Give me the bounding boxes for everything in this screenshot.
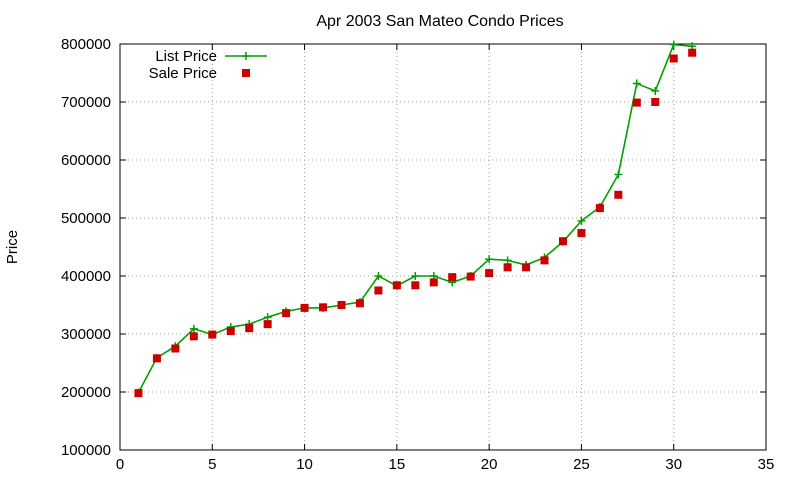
- x-tick-label: 10: [296, 456, 313, 473]
- data-point: [226, 327, 235, 336]
- x-tick-label: 15: [389, 456, 406, 473]
- y-tick-label: 700000: [61, 94, 111, 111]
- data-point: [263, 313, 272, 322]
- data-point: [651, 86, 660, 95]
- data-point: [522, 263, 531, 272]
- x-tick-label: 30: [665, 456, 682, 473]
- data-point: [558, 237, 567, 246]
- data-point: [632, 79, 641, 88]
- data-point: [171, 344, 180, 353]
- data-point: [263, 320, 272, 329]
- data-point: [448, 273, 457, 282]
- data-point: [632, 98, 641, 107]
- data-point: [374, 272, 383, 280]
- legend-label: Sale Price: [149, 65, 217, 82]
- data-point: [245, 324, 254, 333]
- data-point: [485, 255, 494, 264]
- x-tick-label: 0: [116, 456, 124, 473]
- series-list-price: [134, 40, 697, 397]
- data-point: [189, 324, 198, 333]
- grid: [120, 44, 766, 450]
- data-point: [466, 272, 475, 281]
- series: [134, 40, 697, 398]
- data-point: [189, 332, 198, 341]
- x-tick-label: 25: [573, 456, 590, 473]
- y-tick-label: 400000: [61, 268, 111, 285]
- data-point: [614, 170, 623, 179]
- data-point: [411, 281, 420, 290]
- legend-label: List Price: [155, 48, 217, 65]
- legend-marker: [242, 69, 250, 77]
- data-point: [503, 263, 512, 272]
- data-point: [614, 190, 623, 199]
- data-point: [651, 98, 660, 106]
- legend-marker: [242, 52, 250, 60]
- data-point: [485, 269, 494, 278]
- data-point: [337, 301, 346, 309]
- x-tick-label: 20: [481, 456, 498, 473]
- data-point: [355, 299, 364, 308]
- data-point: [374, 286, 383, 295]
- data-point: [577, 229, 586, 238]
- x-tick-label: 35: [758, 456, 775, 473]
- y-tick-label: 800000: [61, 36, 111, 53]
- axis-ticks: 0 5 10 15 20 25 30 35 100000 200000 300000 400000 50…: [61, 36, 774, 473]
- chart-title: Apr 2003 San Mateo Condo Prices: [316, 13, 563, 30]
- y-tick-label: 300000: [61, 326, 111, 343]
- data-point: [577, 216, 586, 225]
- data-point: [688, 48, 697, 57]
- data-point: [411, 272, 420, 280]
- data-point: [319, 303, 328, 312]
- data-point: [669, 54, 678, 63]
- data-point: [392, 281, 401, 290]
- series-sale-price: [134, 48, 697, 398]
- y-tick-label: 500000: [61, 210, 111, 227]
- data-point: [595, 204, 604, 213]
- y-axis-label: Price: [4, 230, 21, 264]
- data-point: [152, 354, 161, 363]
- data-point: [300, 303, 309, 312]
- y-tick-label: 600000: [61, 152, 111, 169]
- data-point: [429, 278, 438, 287]
- data-point: [282, 309, 291, 318]
- data-point: [208, 330, 217, 339]
- x-tick-label: 5: [208, 456, 216, 473]
- plot-frame: [119, 43, 767, 451]
- data-point: [134, 389, 143, 398]
- data-point: [669, 40, 678, 49]
- y-tick-label: 200000: [61, 384, 111, 401]
- data-point: [540, 256, 549, 265]
- data-point: [503, 256, 512, 265]
- y-tick-label: 100000: [61, 442, 111, 459]
- series-line: [137, 43, 693, 393]
